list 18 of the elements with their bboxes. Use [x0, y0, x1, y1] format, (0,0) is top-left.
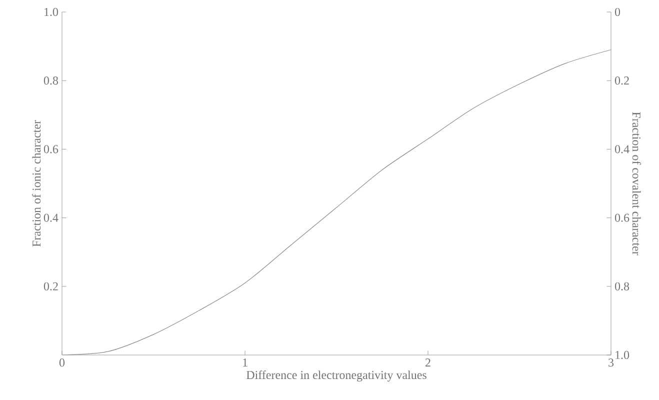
y2-tick-label: 0.4	[614, 145, 630, 154]
y2-tick-label: 1.0	[616, 350, 630, 360]
y-tick-label: 0.6	[44, 145, 58, 154]
y-tick-label: 1.0	[44, 8, 58, 16]
y2-tick-label: 0.6	[614, 214, 630, 222]
x-tick-label: 0	[59, 358, 65, 367]
y2-tick-label: 0	[614, 8, 620, 16]
x-tick-label: 3	[608, 358, 614, 367]
y-tick-label: 0.4	[44, 214, 58, 222]
y-tick-label: 0.8	[44, 76, 58, 85]
y2-axis-title: Fraction of covalent character	[632, 112, 641, 256]
x-axis-title: Difference in electronegativity values	[246, 370, 426, 382]
y2-tick-label: 0.8	[614, 282, 630, 290]
y-tick-label: 0.2	[44, 282, 58, 290]
y2-tick-label: 0.2	[614, 76, 629, 85]
x-tick-label: 2	[426, 358, 430, 366]
x-tick-label: 1	[243, 358, 248, 366]
y-axis-title: Fraction of ionic character	[32, 120, 41, 247]
